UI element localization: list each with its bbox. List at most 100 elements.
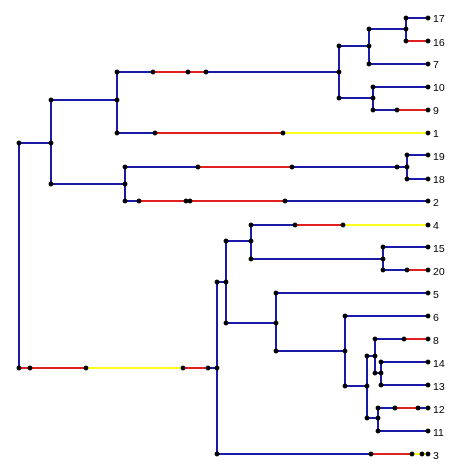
tree-node-dot	[114, 69, 120, 75]
leaf-label-12: 12	[433, 404, 445, 416]
leaf-label-5: 5	[433, 289, 439, 301]
tree-node-dot	[122, 181, 128, 187]
tree-node-dot	[114, 97, 120, 103]
tree-node-dot	[404, 152, 410, 158]
tree-node-dot	[336, 95, 342, 101]
tree-node-dot	[425, 290, 431, 296]
tree-node-dot	[273, 320, 279, 326]
tree-node-dot	[292, 222, 298, 228]
tree-node-dot	[375, 428, 381, 434]
tree-node-dot	[248, 222, 254, 228]
tree-node-dot	[394, 107, 400, 113]
tree-node-dot	[336, 43, 342, 49]
tree-node-dot	[425, 152, 431, 158]
tree-node-dot	[180, 365, 186, 371]
tree-node-dot	[375, 405, 381, 411]
tree-node-dot	[372, 353, 378, 359]
tree-node-dot	[273, 290, 279, 296]
tree-node-dot	[364, 383, 370, 389]
tree-node-dot	[425, 405, 431, 411]
tree-node-dot	[205, 365, 211, 371]
tree-node-dot	[48, 97, 54, 103]
tree-node-dot	[368, 451, 374, 457]
tree-node-dot	[425, 176, 431, 182]
tree-node-dot	[289, 164, 295, 170]
tree-node-dot	[425, 84, 431, 90]
tree-node-dot	[364, 353, 370, 359]
leaf-label-6: 6	[433, 312, 439, 324]
tree-node-dot	[195, 164, 201, 170]
leaf-label-13: 13	[433, 381, 445, 393]
tree-node-dot	[425, 313, 431, 319]
tree-node-dot	[122, 164, 128, 170]
tree-node-dot	[214, 365, 220, 371]
tree-node-dot	[280, 130, 286, 136]
tree-node-dot	[366, 26, 372, 32]
tree-node-dot	[401, 336, 407, 342]
leaf-label-7: 7	[433, 59, 439, 71]
leaf-label-4: 4	[433, 220, 439, 232]
tree-node-dot	[248, 256, 254, 262]
tree-node-dot	[425, 267, 431, 273]
tree-node-dot	[378, 359, 384, 365]
tree-node-dot	[223, 238, 229, 244]
tree-node-dot	[16, 140, 22, 146]
tree-branches	[18, 17, 428, 455]
tree-node-dot	[372, 370, 378, 376]
tree-node-dot	[419, 451, 425, 457]
tree-node-dot	[370, 95, 376, 101]
leaf-label-9: 9	[433, 105, 439, 117]
tree-node-dot	[340, 222, 346, 228]
tree-node-dot	[380, 267, 386, 273]
tree-node-dot	[342, 313, 348, 319]
tree-node-dot	[223, 279, 229, 285]
leaf-label-18: 18	[433, 174, 445, 186]
leaf-label-17: 17	[433, 13, 445, 25]
tree-node-dot	[404, 267, 410, 273]
tree-node-dot	[336, 69, 342, 75]
tree-node-dot	[342, 348, 348, 354]
tree-node-dot	[425, 382, 431, 388]
tree-node-dot	[392, 405, 398, 411]
tree-node-dot	[122, 198, 128, 204]
tree-node-dot	[370, 84, 376, 90]
tree-node-dot	[183, 198, 189, 204]
tree-node-dot	[83, 365, 89, 371]
tree-node-dot	[425, 198, 431, 204]
tree-node-dot	[425, 451, 431, 457]
leaf-label-15: 15	[433, 243, 445, 255]
leaf-label-14: 14	[433, 358, 445, 370]
tree-node-dot	[425, 130, 431, 136]
tree-node-dot	[415, 405, 421, 411]
tree-node-dot	[404, 164, 410, 170]
tree-node-dot	[372, 336, 378, 342]
tree-node-dot	[248, 238, 254, 244]
tree-node-dot	[425, 107, 431, 113]
tree-node-dot	[380, 256, 386, 262]
tree-node-dot	[425, 244, 431, 250]
tree-node-dot	[409, 451, 415, 457]
tree-node-dot	[366, 61, 372, 67]
leaf-label-2: 2	[433, 197, 439, 209]
tree-node-dot	[214, 451, 220, 457]
tree-node-dot	[403, 26, 409, 32]
tree-node-dot	[425, 222, 431, 228]
tree-node-dot	[425, 38, 431, 44]
tree-node-dot	[370, 107, 376, 113]
tree-node-dot	[214, 279, 220, 285]
tree-node-dot	[425, 336, 431, 342]
tree-node-dot	[378, 370, 384, 376]
leaf-label-11: 11	[433, 427, 444, 439]
leaf-label-20: 20	[433, 266, 445, 278]
tree-node-dot	[48, 140, 54, 146]
tree-node-dot	[48, 181, 54, 187]
tree-node-dot	[27, 365, 33, 371]
tree-node-dot	[425, 428, 431, 434]
tree-node-dot	[380, 244, 386, 250]
tree-node-dot	[425, 61, 431, 67]
tree-node-dot	[187, 198, 193, 204]
tree-node-dot	[203, 69, 209, 75]
leaf-label-19: 19	[433, 151, 445, 163]
tree-node-dot	[404, 176, 410, 182]
